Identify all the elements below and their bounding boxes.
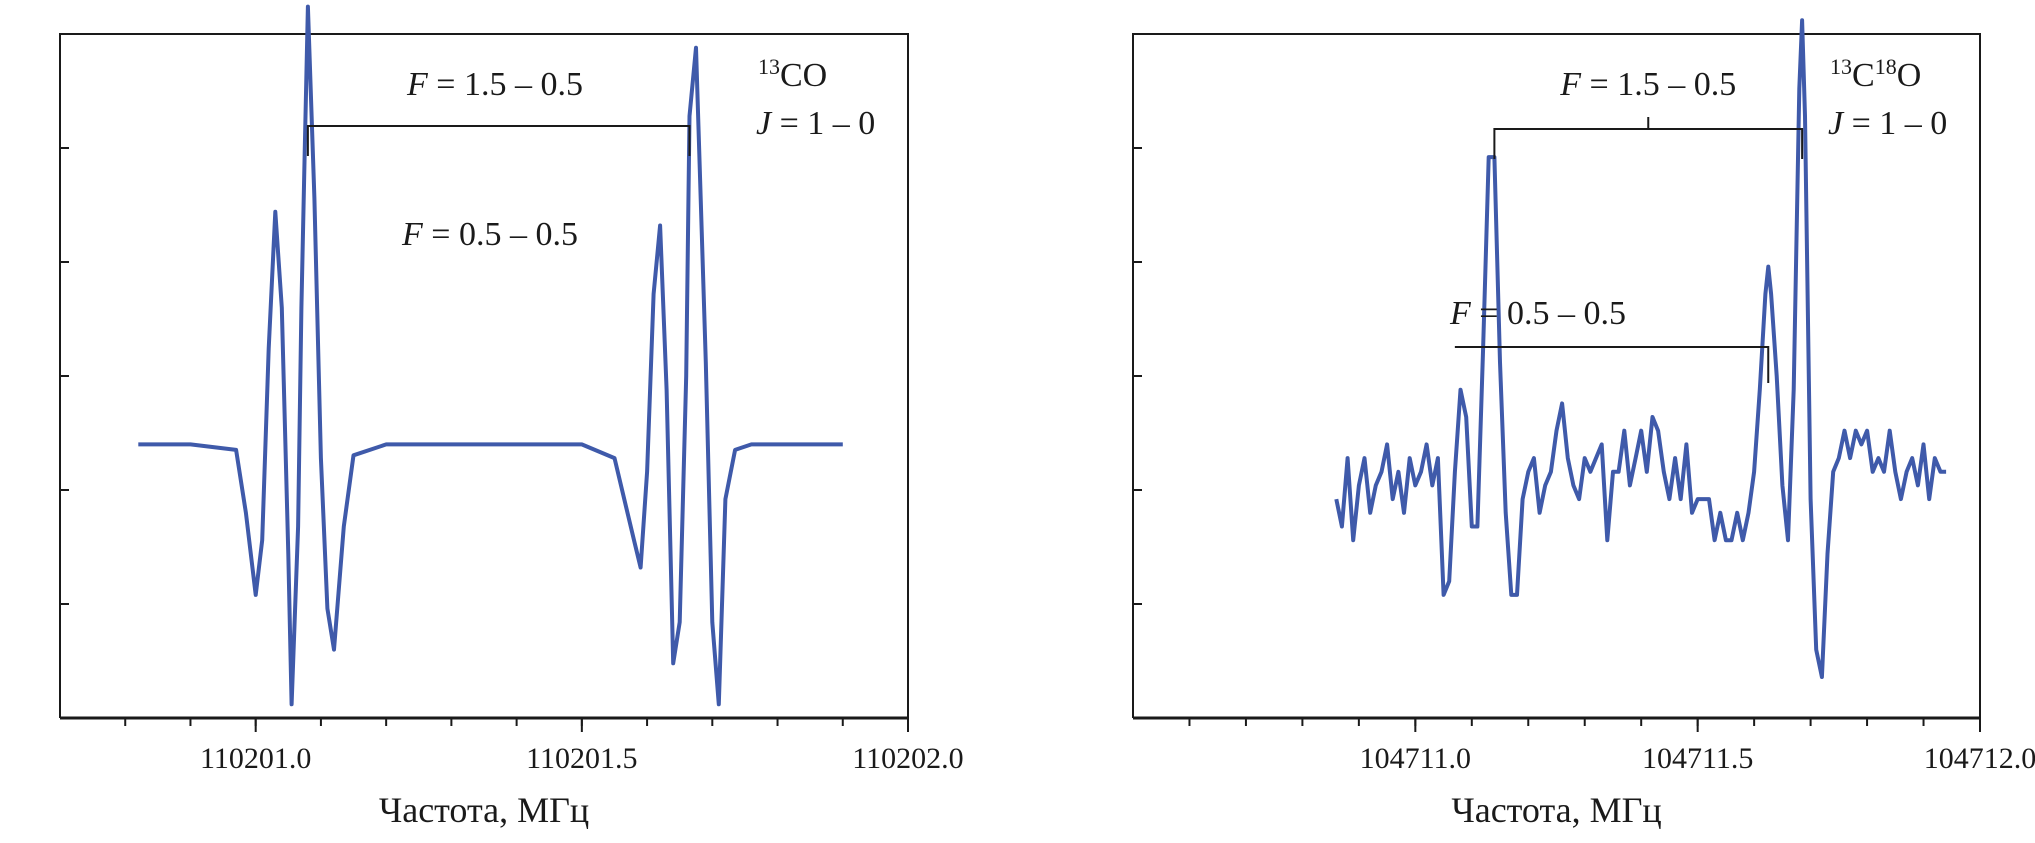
hfs-label-upper: F = 1.5 – 0.5 xyxy=(1559,66,1736,103)
quantum-number: J xyxy=(756,105,773,142)
transition-value: = 1 – 0 xyxy=(771,105,875,142)
isotope-mass: 13 xyxy=(758,54,780,79)
element-symbol: O xyxy=(1897,57,1922,94)
component-value: = 0.5 – 0.5 xyxy=(1471,295,1626,332)
element-symbol: C xyxy=(1852,57,1875,94)
chart-panel-1: 110201.0 110201.5 110202.0 Частота, МГц 13CO… xyxy=(59,4,964,830)
molecule-label: 13CO xyxy=(758,54,827,95)
transition-label: J = 1 – 0 xyxy=(756,105,875,142)
component-value: = 1.5 – 0.5 xyxy=(1581,66,1736,103)
molecule-label: 13C18O xyxy=(1830,54,1921,95)
x-tick-label: 110201.0 xyxy=(200,742,311,775)
x-axis-title: Частота, МГц xyxy=(1451,790,1661,830)
transition-value: = 1 – 0 xyxy=(1843,105,1947,142)
isotope-mass: 13 xyxy=(1830,54,1852,79)
isotope-mass: 18 xyxy=(1875,54,1897,79)
component-value: = 0.5 – 0.5 xyxy=(423,216,578,253)
quantum-number: F xyxy=(1449,295,1472,332)
component-value: = 1.5 – 0.5 xyxy=(428,66,583,103)
x-tick-label: 110201.5 xyxy=(526,742,637,775)
spectrum-line xyxy=(1334,18,1947,679)
hfs-bracket-lower xyxy=(1454,346,1770,383)
x-tick-label: 110202.0 xyxy=(852,742,963,775)
quantum-number: F xyxy=(1559,66,1582,103)
transition-label: J = 1 – 0 xyxy=(1828,105,1947,142)
hfs-bracket-upper xyxy=(1493,128,1804,159)
element-symbol: CO xyxy=(780,57,827,94)
x-axis-title: Частота, МГц xyxy=(379,790,589,830)
x-tick-label: 104712.0 xyxy=(1924,742,2035,775)
x-tick-label: 104711.0 xyxy=(1360,742,1471,775)
chart-panel-2: 104711.0 104711.5 104712.0 Частота, МГц 13C1… xyxy=(1132,18,2035,830)
x-tick-label: 104711.5 xyxy=(1642,742,1753,775)
quantum-number: F xyxy=(406,66,429,103)
quantum-number: F xyxy=(401,216,424,253)
quantum-number: J xyxy=(1828,105,1845,142)
spectrum-line xyxy=(138,4,843,707)
hfs-label-upper: F = 1.5 – 0.5 xyxy=(406,66,583,103)
hfs-label-lower: F = 0.5 – 0.5 xyxy=(1449,295,1626,332)
hfs-label-lower: F = 0.5 – 0.5 xyxy=(401,216,578,253)
hfs-bracket-upper xyxy=(306,125,691,156)
